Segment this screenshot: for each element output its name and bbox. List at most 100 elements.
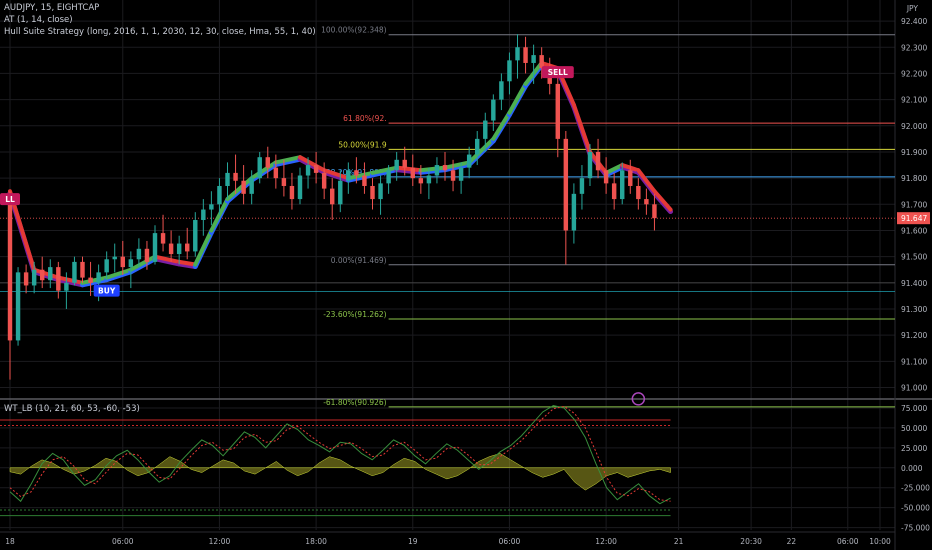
- candle-body: [120, 256, 125, 268]
- candle: [144, 240, 150, 270]
- candle-body: [128, 259, 134, 268]
- candle-body: [426, 175, 432, 184]
- hull-band-segment: [652, 189, 673, 212]
- candle: [330, 178, 335, 221]
- osc-tick-label: -75.000: [901, 524, 930, 533]
- price-tick-label: 91.300: [901, 305, 927, 314]
- fib-level-label: 0.00%(91.469): [331, 256, 387, 265]
- hull-band-segment: [322, 168, 351, 181]
- candle-body: [483, 120, 488, 139]
- candle: [160, 214, 166, 252]
- candle-body: [370, 185, 375, 200]
- time-tick-label: 06:00: [837, 537, 859, 546]
- candle-body: [88, 277, 93, 283]
- osc-tick-label: 75.000: [901, 404, 927, 413]
- candle-body: [112, 256, 117, 260]
- fib-level-label: 61.80%(92.: [343, 114, 386, 123]
- osc-tick-label: -50.000: [901, 504, 930, 513]
- candle: [72, 256, 77, 286]
- hull-band-segment: [32, 267, 61, 280]
- price-tick-label: 91.000: [901, 384, 927, 393]
- hull-band-segment: [604, 163, 625, 175]
- alert-icon: [631, 392, 646, 406]
- candle: [273, 154, 279, 189]
- candle: [23, 264, 29, 294]
- time-tick-label: 21: [674, 537, 684, 546]
- candle-body: [515, 47, 520, 61]
- candle: [241, 165, 246, 205]
- candle-body: [72, 261, 77, 283]
- candle: [225, 162, 230, 200]
- price-tick-label: 91.700: [901, 200, 927, 209]
- hull-band-segment: [249, 160, 278, 181]
- candle-body: [15, 272, 21, 341]
- symbol-legend[interactable]: AUDJPY, 15, EIGHTCAP: [4, 3, 100, 13]
- price-tick-label: 91.100: [901, 357, 927, 366]
- time-tick-label: 22: [787, 537, 797, 546]
- candle-body: [281, 178, 287, 186]
- osc-wt1-line: [9, 405, 671, 505]
- candle-body: [241, 180, 246, 194]
- candle: [483, 112, 488, 152]
- candle-body: [201, 209, 206, 221]
- candle-body: [217, 185, 222, 205]
- candle-body: [434, 165, 440, 176]
- price-tick-label: 91.200: [901, 331, 927, 340]
- candle: [386, 165, 391, 194]
- hull-band-segment: [443, 160, 472, 170]
- candle-body: [531, 55, 536, 63]
- candle: [112, 243, 117, 273]
- candle: [193, 212, 198, 257]
- candle-body: [144, 248, 150, 262]
- candle-body: [346, 170, 351, 181]
- signal-badge: [0, 193, 20, 206]
- fib-level-label: 50.00%(91.9: [338, 140, 386, 149]
- candle-body: [378, 183, 383, 200]
- candle-body: [555, 83, 560, 139]
- candle-body: [233, 172, 238, 181]
- signal-label: SELL: [541, 66, 574, 79]
- candle: [499, 73, 504, 111]
- hull-band-segment: [346, 170, 375, 181]
- candle-body: [466, 154, 472, 168]
- candle: [595, 138, 601, 179]
- indicator-legend-hull[interactable]: Hull Suite Strategy (long, 2016, 1, 1, 2…: [4, 27, 316, 37]
- price-tick-label: 91.800: [901, 174, 927, 183]
- candle: [31, 261, 37, 294]
- time-tick-label: 06:00: [499, 537, 521, 546]
- candle: [104, 251, 109, 281]
- candle-body: [152, 233, 158, 262]
- candle-body: [321, 172, 327, 189]
- candle-body: [136, 248, 142, 260]
- candle-body: [652, 204, 657, 219]
- osc-tick-label: -25.000: [901, 484, 930, 493]
- candle-body: [402, 159, 407, 168]
- currency-label: JPY: [906, 4, 918, 13]
- candle: [265, 146, 270, 179]
- candle-body: [418, 178, 424, 184]
- signal-label: BUY: [93, 284, 120, 297]
- osc-tick-label: 25.000: [901, 444, 927, 453]
- candle: [185, 227, 190, 260]
- candle: [563, 131, 569, 265]
- hull-band-segment: [571, 102, 592, 154]
- oscillator-legend[interactable]: WT_LB (10, 21, 60, 53, -60, -53): [4, 404, 140, 414]
- candle: [442, 151, 448, 181]
- candle: [281, 159, 287, 197]
- candle: [136, 238, 142, 268]
- price-tick-label: 92.000: [901, 122, 927, 131]
- candle: [603, 157, 609, 194]
- hull-band-segment: [370, 165, 399, 175]
- time-tick-label: 19: [408, 537, 418, 546]
- candle: [426, 167, 432, 200]
- indicator-legend-at[interactable]: AT (1, 14, close): [4, 15, 73, 25]
- time-tick-label: 18:00: [305, 537, 327, 546]
- candle: [7, 191, 13, 380]
- candle-body: [23, 272, 29, 286]
- candle: [209, 191, 214, 226]
- candle: [628, 159, 633, 194]
- candle: [249, 170, 254, 205]
- candle-body: [644, 199, 649, 205]
